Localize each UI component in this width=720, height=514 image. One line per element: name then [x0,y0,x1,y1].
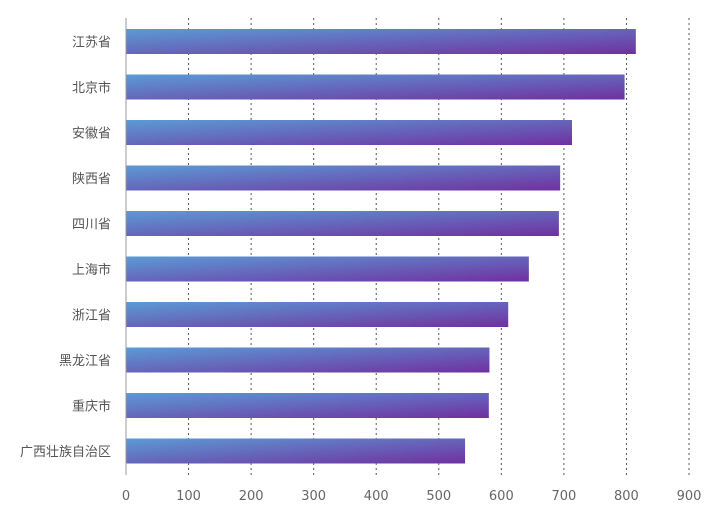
x-tick-label: 0 [122,489,130,504]
category-label: 四川省 [72,218,111,233]
x-tick-label: 100 [176,489,201,504]
bar-0 [126,29,636,54]
x-tick-label: 900 [677,489,702,504]
bar-6 [126,302,509,327]
x-tick-labels: 0 100 200 300 400 500 600 700 800 900 [122,489,702,504]
category-label: 重庆市 [72,399,111,415]
bars [126,29,636,464]
bar-1 [126,74,625,100]
category-label: 上海市 [72,262,111,278]
bar-7 [126,347,490,373]
category-label: 江苏省 [72,35,111,51]
category-label: 安徽省 [72,127,111,142]
x-tick-label: 700 [551,489,576,504]
bar-5 [126,256,529,282]
category-label: 浙江省 [72,309,111,324]
x-tick-label: 200 [239,489,264,504]
category-label: 黑龙江省 [59,354,111,369]
bar-8 [126,393,489,418]
x-tick-label: 500 [426,489,451,504]
category-label: 陕西省 [72,172,111,187]
bar-3 [126,165,561,191]
bar-2 [126,120,573,145]
x-tick-label: 300 [301,489,326,504]
x-tick-label: 800 [614,489,639,504]
x-tick-label: 600 [489,489,514,504]
bar-4 [126,211,559,236]
bar-9 [126,438,466,464]
x-tick-label: 400 [364,489,389,504]
category-label: 北京市 [72,80,111,96]
category-label: 广西壮族自治区 [20,444,111,460]
